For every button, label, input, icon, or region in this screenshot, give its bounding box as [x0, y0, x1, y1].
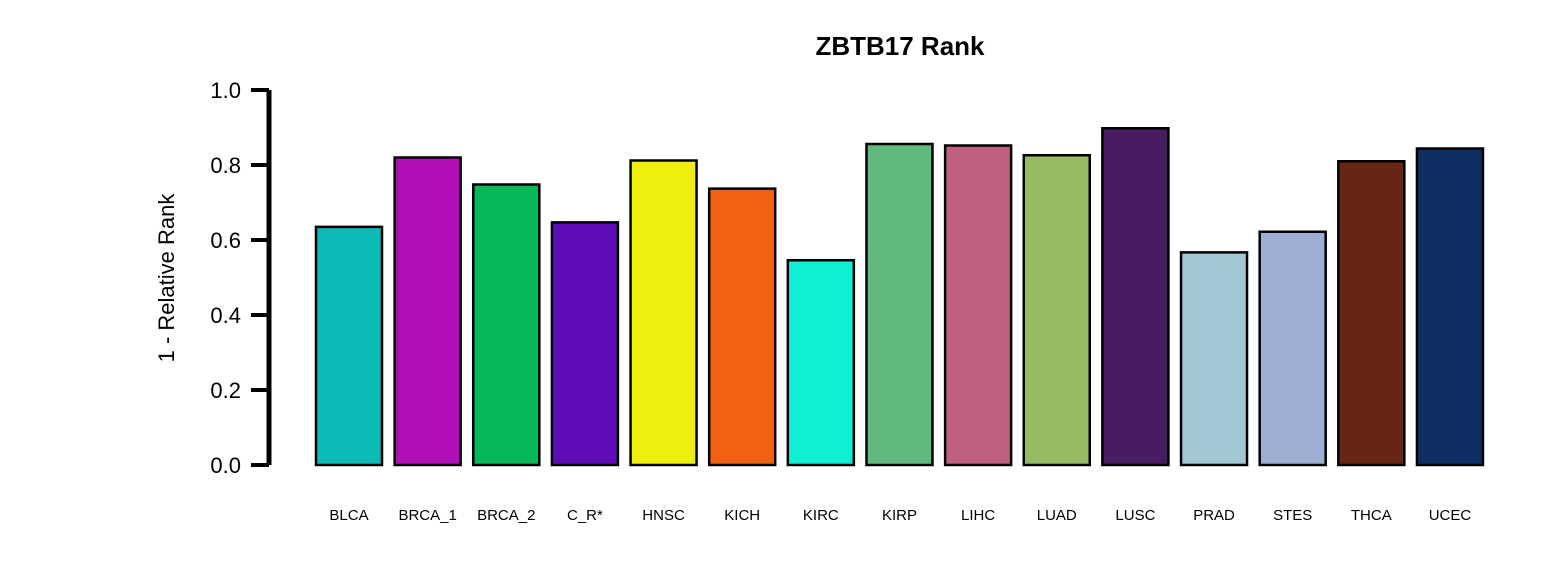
x-tick-label: STES [1273, 507, 1312, 524]
x-tick-label: KICH [724, 507, 760, 524]
bar-ucec [1415, 147, 1485, 467]
bar-lihc [943, 144, 1013, 467]
bar-kich [707, 187, 777, 467]
x-tick-label: KIRP [882, 507, 917, 524]
x-tick-label: BLCA [329, 507, 368, 524]
bar-stes [1258, 230, 1327, 467]
x-tick-label: HNSC [642, 507, 685, 524]
bar-hnsc [629, 159, 698, 467]
y-tick-label: 1.0 [210, 78, 241, 103]
x-tick-label: BRCA_1 [398, 507, 456, 524]
bars-group [314, 127, 1485, 467]
y-tick-label: 0.2 [210, 378, 241, 403]
y-axis-label: 1 - Relative Rank [154, 193, 179, 363]
x-tick-label: C_R* [567, 507, 603, 524]
x-tick-label: BRCA_2 [477, 507, 535, 524]
x-tick-label: UCEC [1429, 507, 1472, 524]
bar-brca-1 [393, 156, 462, 467]
bar-kirc [786, 259, 856, 467]
x-tick-label: LUSC [1115, 507, 1155, 524]
chart-title: ZBTB17 Rank [815, 31, 985, 61]
y-tick-label: 0.0 [210, 453, 241, 478]
bar-prad [1179, 251, 1249, 467]
bar-brca-2 [472, 183, 541, 467]
y-tick-label: 0.6 [210, 228, 241, 253]
x-tick-label: LUAD [1037, 507, 1077, 524]
bar-c-r- [550, 221, 620, 467]
bar-luad [1022, 154, 1092, 467]
x-tick-label: KIRC [803, 507, 839, 524]
bar-lusc [1101, 127, 1170, 467]
bar-thca [1337, 160, 1406, 467]
x-tick-label: THCA [1351, 507, 1392, 524]
y-tick-label: 0.8 [210, 153, 241, 178]
y-axis: 0.0 0.2 0.4 0.6 0.8 1.0 [210, 78, 272, 478]
bar-kirp [865, 142, 934, 467]
x-tick-labels: BLCA BRCA_1 BRCA_2 C_R* HNSC KICH KIRC KIRP LIHC… [329, 507, 1471, 524]
y-tick-label: 0.4 [210, 303, 241, 328]
bar-blca [314, 225, 384, 467]
x-tick-label: LIHC [961, 507, 995, 524]
x-tick-label: PRAD [1193, 507, 1235, 524]
